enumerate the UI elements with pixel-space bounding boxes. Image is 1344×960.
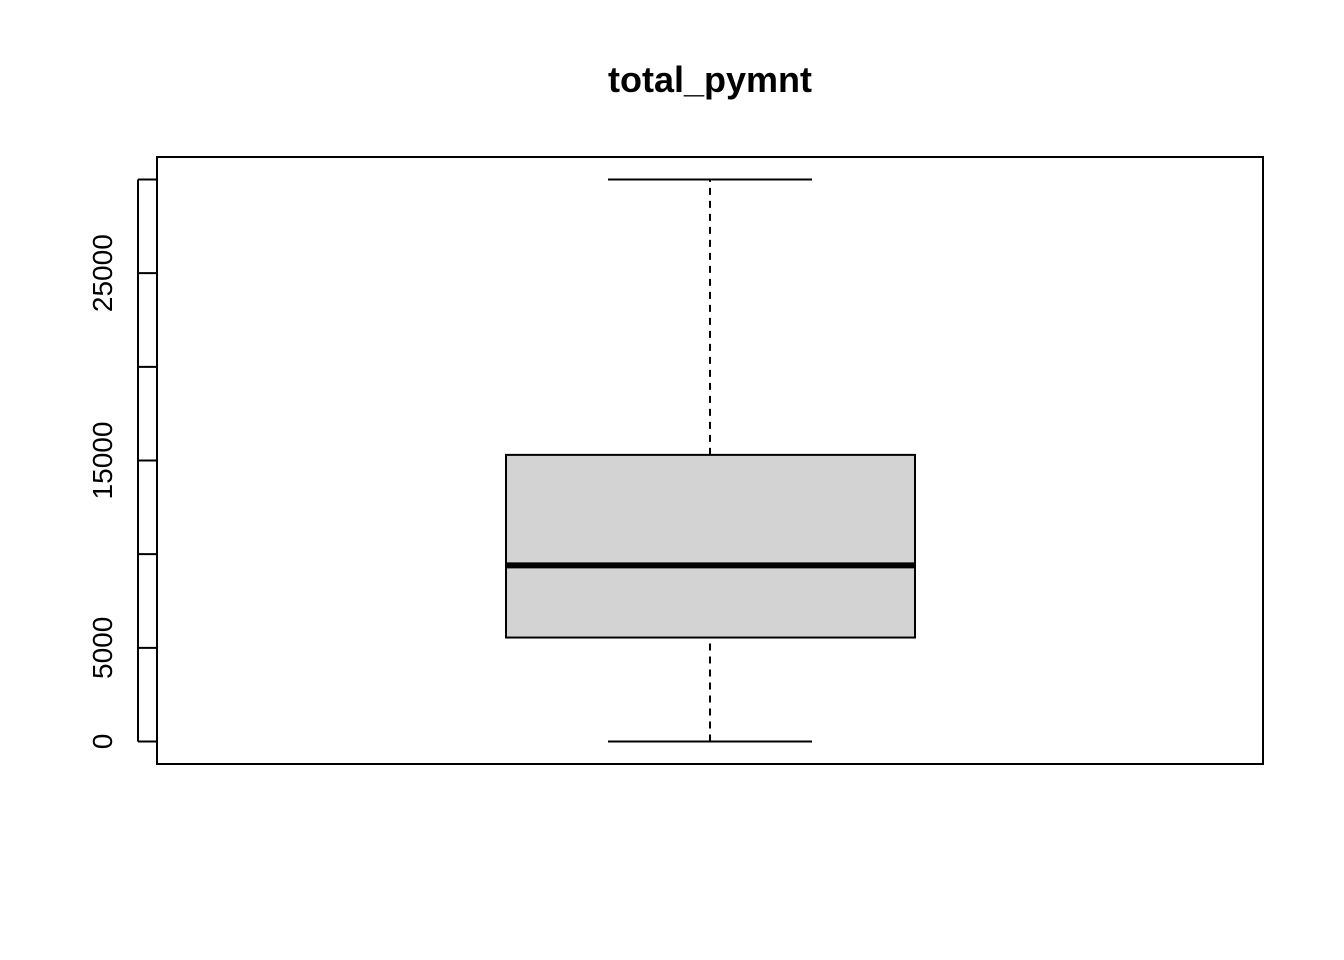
y-tick-label: 0 [87, 734, 118, 750]
y-tick-label: 25000 [87, 234, 118, 312]
y-tick-label: 15000 [87, 422, 118, 500]
chart-title: total_pymnt [608, 59, 812, 100]
y-tick-label: 5000 [87, 617, 118, 679]
y-axis-ticks: 0 5000 15000 25000 [87, 178, 157, 750]
boxplot-box [505, 178, 916, 743]
interquartile-box [505, 453, 916, 639]
